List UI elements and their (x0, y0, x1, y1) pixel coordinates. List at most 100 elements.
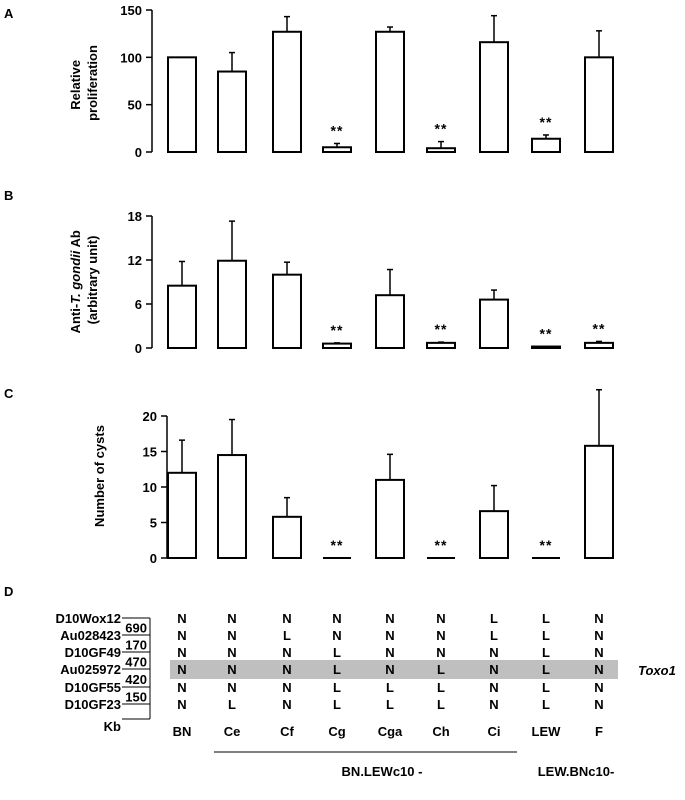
genotype-cell: N (227, 611, 236, 626)
genotype-cell: N (282, 680, 291, 695)
y-tick-label: 5 (150, 516, 157, 531)
genotype-cell: L (542, 645, 550, 660)
ylabel-b-suffix: Ab (68, 230, 83, 251)
genotype-cell: N (385, 645, 394, 660)
genotype-cell: L (542, 611, 550, 626)
significance-label: ** (331, 322, 344, 338)
marker-name: Au028423 (60, 628, 121, 643)
genotype-cell: N (282, 662, 291, 677)
genotype-cell: N (489, 645, 498, 660)
genotype-cell: L (437, 680, 445, 695)
strain-label: F (595, 724, 603, 739)
y-tick-label: 12 (128, 253, 142, 268)
genotype-cell: N (489, 680, 498, 695)
genotype-cell: N (385, 611, 394, 626)
bar (375, 294, 405, 350)
genotype-cell: L (490, 628, 498, 643)
ylabel-b: Anti-T. gondii Ab (arbitrary unit) (68, 227, 100, 334)
genotype-cell: N (177, 697, 186, 712)
marker-name: Au025972 (60, 662, 121, 677)
significance-label: ** (435, 321, 448, 337)
genotype-cell: L (437, 662, 445, 677)
significance-label: ** (435, 537, 448, 553)
y-tick-label: 0 (135, 341, 142, 356)
bar (167, 284, 197, 349)
significance-label: ** (540, 537, 553, 553)
marker-name: D10GF55 (65, 680, 121, 695)
bar (322, 342, 352, 350)
marker-name: D10GF23 (65, 697, 121, 712)
genotype-cell: N (594, 628, 603, 643)
ylabel-b-prefix: Anti- (68, 304, 83, 334)
y-tick-label: 15 (143, 445, 157, 460)
bar (531, 137, 561, 154)
distance-kb: 150 (125, 690, 147, 705)
genotype-cell: L (542, 662, 550, 677)
chart-a-relative-proliferation: 0 50 100 150 ** ** ** (120, 3, 614, 160)
bar (375, 30, 405, 154)
strain-label: Cg (328, 724, 345, 739)
genotype-cell: N (227, 628, 236, 643)
distance-kb: 170 (125, 638, 147, 653)
genotype-cell: N (227, 680, 236, 695)
genotype-cell: N (177, 662, 186, 677)
genotype-cell: N (489, 697, 498, 712)
y-tick-label: 20 (143, 409, 157, 424)
bar (479, 298, 509, 350)
bar (479, 510, 509, 560)
ylabel-a-line2: proliferation (85, 45, 100, 121)
bar (479, 41, 509, 153)
strain-label: LEW (532, 724, 562, 739)
strain-label: Ce (224, 724, 241, 739)
bar (272, 515, 302, 560)
ylabel-c: Number of cysts (92, 425, 107, 527)
genotype-cell: N (227, 645, 236, 660)
distance-kb: 470 (125, 655, 147, 670)
bar (167, 471, 197, 559)
genotype-cell: N (227, 662, 236, 677)
genotype-cell: N (282, 611, 291, 626)
bar (426, 147, 456, 153)
ylabel-b-italic: T. gondii (68, 250, 83, 304)
significance-label: ** (331, 122, 344, 138)
bar (584, 444, 614, 560)
genotype-cell: N (177, 680, 186, 695)
strain-label: BN (173, 724, 192, 739)
bar (375, 478, 405, 559)
genotype-cell: N (489, 662, 498, 677)
y-tick-label: 0 (150, 551, 157, 566)
genotype-cell: N (436, 628, 445, 643)
bar (167, 56, 197, 153)
genotype-cell: N (332, 628, 341, 643)
distance-kb: 420 (125, 672, 147, 687)
genotype-cell: N (177, 628, 186, 643)
ylabel-b-line1: Anti-T. gondii Ab (68, 230, 83, 333)
marker-name: D10Wox12 (55, 611, 121, 626)
genotype-cell: N (594, 645, 603, 660)
y-tick-label: 50 (128, 98, 142, 113)
genotype-cell: N (332, 611, 341, 626)
genotype-cell: N (177, 611, 186, 626)
y-tick-label: 18 (128, 209, 142, 224)
bar (531, 345, 561, 349)
ylabel-a-line1: Relative (68, 60, 83, 110)
strain-label: Cf (280, 724, 294, 739)
y-tick-label: 10 (143, 480, 157, 495)
genotype-cell: L (333, 680, 341, 695)
genotype-cell: L (228, 697, 236, 712)
ylabel-b-line2: (arbitrary unit) (85, 236, 100, 325)
genotype-cell: L (283, 628, 291, 643)
panel-label-a: A (4, 6, 14, 21)
strain-label: Ch (432, 724, 449, 739)
significance-label: ** (540, 326, 553, 342)
ylabel-a: Relative proliferation (68, 45, 100, 121)
genotype-cell: L (333, 697, 341, 712)
significance-label: ** (435, 121, 448, 137)
genotype-cell: N (594, 697, 603, 712)
bar (217, 454, 247, 559)
genotype-cell: L (386, 680, 394, 695)
bar (322, 146, 352, 153)
significance-label: ** (593, 320, 606, 336)
genotype-cell: L (437, 697, 445, 712)
